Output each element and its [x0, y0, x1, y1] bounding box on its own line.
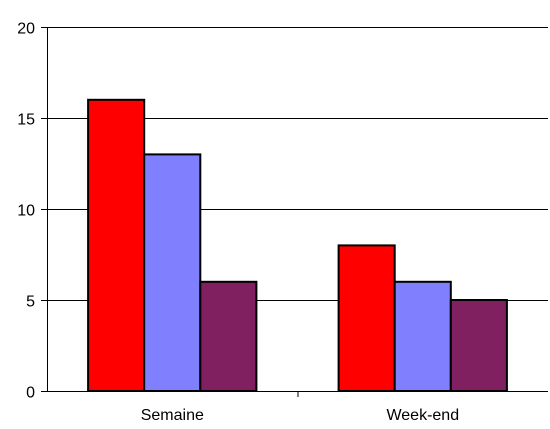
y-tick-label: 5	[26, 294, 35, 311]
x-tick-label: Semaine	[141, 407, 204, 424]
y-tick-label: 10	[17, 203, 35, 220]
tick-labels: 0 5 10 15 20 Semaine Week-end	[17, 21, 459, 425]
bar-week-end-series-2	[393, 280, 452, 392]
y-tick-label: 0	[26, 385, 35, 402]
bar-semaine-series-1	[87, 98, 146, 393]
y-tick-label: 20	[17, 21, 35, 38]
bar-week-end-series-1	[337, 244, 396, 392]
y-tick-label: 15	[17, 112, 35, 129]
bar-semaine-series-2	[143, 153, 202, 392]
bars	[87, 98, 508, 393]
bar-week-end-series-3	[449, 299, 508, 392]
bar-semaine-series-3	[199, 280, 258, 392]
axes	[41, 27, 548, 397]
x-tick-label: Week-end	[386, 407, 459, 424]
